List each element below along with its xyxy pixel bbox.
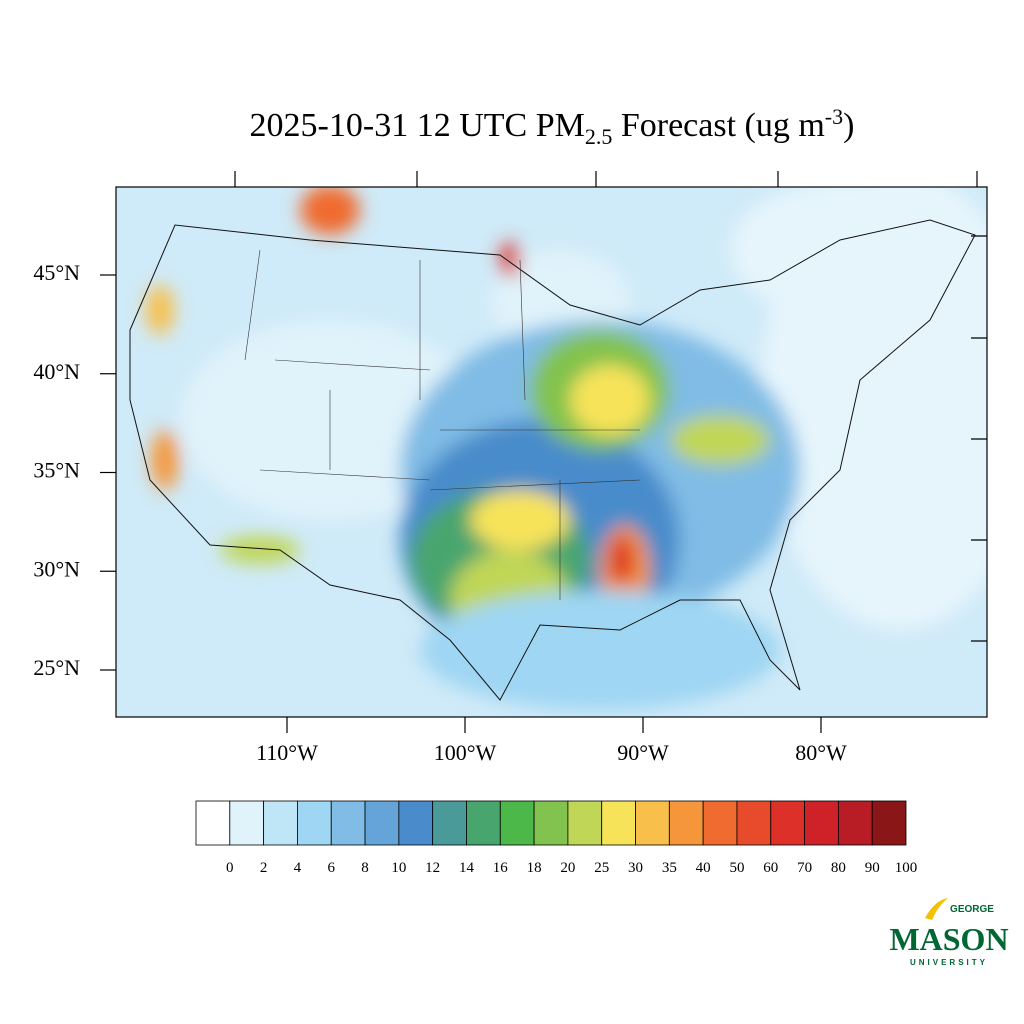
colorbar-label: 90 <box>865 860 880 876</box>
colorbar-box <box>364 800 400 846</box>
colorbar-label: 10 <box>391 860 406 876</box>
colorbar-label: 80 <box>831 860 846 876</box>
colorbar-label: 16 <box>493 860 509 876</box>
title: 2025-10-31 12 UTC PM2.5 Forecast (ug m-3… <box>250 104 855 149</box>
colorbar-box <box>702 800 738 846</box>
colorbar-label: 70 <box>797 860 812 876</box>
colorbar-box <box>330 800 366 846</box>
colorbar-label: 2 <box>260 860 268 876</box>
colorbar-label: 50 <box>729 860 744 876</box>
colorbar-box <box>736 800 772 846</box>
lon-label: 110°W <box>256 740 318 765</box>
lat-label: 30°N <box>33 556 80 581</box>
colorbar-label: 30 <box>628 860 643 876</box>
colorbar-box <box>770 800 805 846</box>
colorbar-label: 0 <box>226 860 234 876</box>
colorbar-label: 6 <box>327 860 335 876</box>
map-frame <box>115 186 988 718</box>
lon-label: 90°W <box>617 740 669 765</box>
colorbar-label: 60 <box>763 860 778 876</box>
colorbar-box <box>466 800 501 846</box>
frame-ticks <box>234 171 987 642</box>
colorbar-box <box>297 800 332 846</box>
colorbar-label: 40 <box>696 860 711 876</box>
colorbar-box <box>567 800 603 846</box>
lat-label: 40°N <box>33 359 80 384</box>
colorbar-label: 35 <box>662 860 677 876</box>
colorbar-label: 25 <box>594 860 609 876</box>
colorbar-box <box>263 800 298 846</box>
axes: 45°N 40°N 35°N 30°N 25°N 110°W 100°W 90°W 80°W <box>33 260 847 765</box>
colorbar-box <box>229 800 265 846</box>
lat-label: 45°N <box>33 260 80 285</box>
colorbar-label: 100 <box>895 860 918 876</box>
colorbar-box <box>635 800 670 846</box>
colorbar-label: 20 <box>560 860 575 876</box>
colorbar-box <box>398 800 434 846</box>
logo-bottom: UNIVERSITY <box>910 958 988 967</box>
colorbar-box <box>499 800 535 846</box>
lat-label: 35°N <box>33 458 80 483</box>
lon-label: 80°W <box>795 740 847 765</box>
colorbar-box <box>668 800 704 846</box>
colorbar-box <box>804 800 839 846</box>
logo-top: GEORGE <box>950 904 994 915</box>
colorbar-box <box>533 800 569 846</box>
colorbar-box <box>432 800 467 846</box>
colorbar-box <box>871 800 907 846</box>
colorbar-box <box>601 800 636 846</box>
map <box>116 187 987 717</box>
colorbar-box <box>195 800 231 846</box>
colorbar-label: 4 <box>294 860 302 876</box>
colorbar-label: 14 <box>459 860 475 876</box>
logo: GEORGE MASON UNIVERSITY <box>889 898 1009 967</box>
lat-label: 25°N <box>33 655 80 680</box>
colorbar-label: 8 <box>361 860 369 876</box>
colorbar: 0 2 4 6 8 10 12 14 16 18 20 25 30 35 40 50 60 70 80 90 100 <box>195 800 918 876</box>
colorbar-label: 12 <box>425 860 440 876</box>
colorbar-label: 18 <box>527 860 542 876</box>
logo-main: MASON <box>889 921 1008 957</box>
colorbar-box <box>837 800 873 846</box>
lon-label: 100°W <box>434 740 497 765</box>
